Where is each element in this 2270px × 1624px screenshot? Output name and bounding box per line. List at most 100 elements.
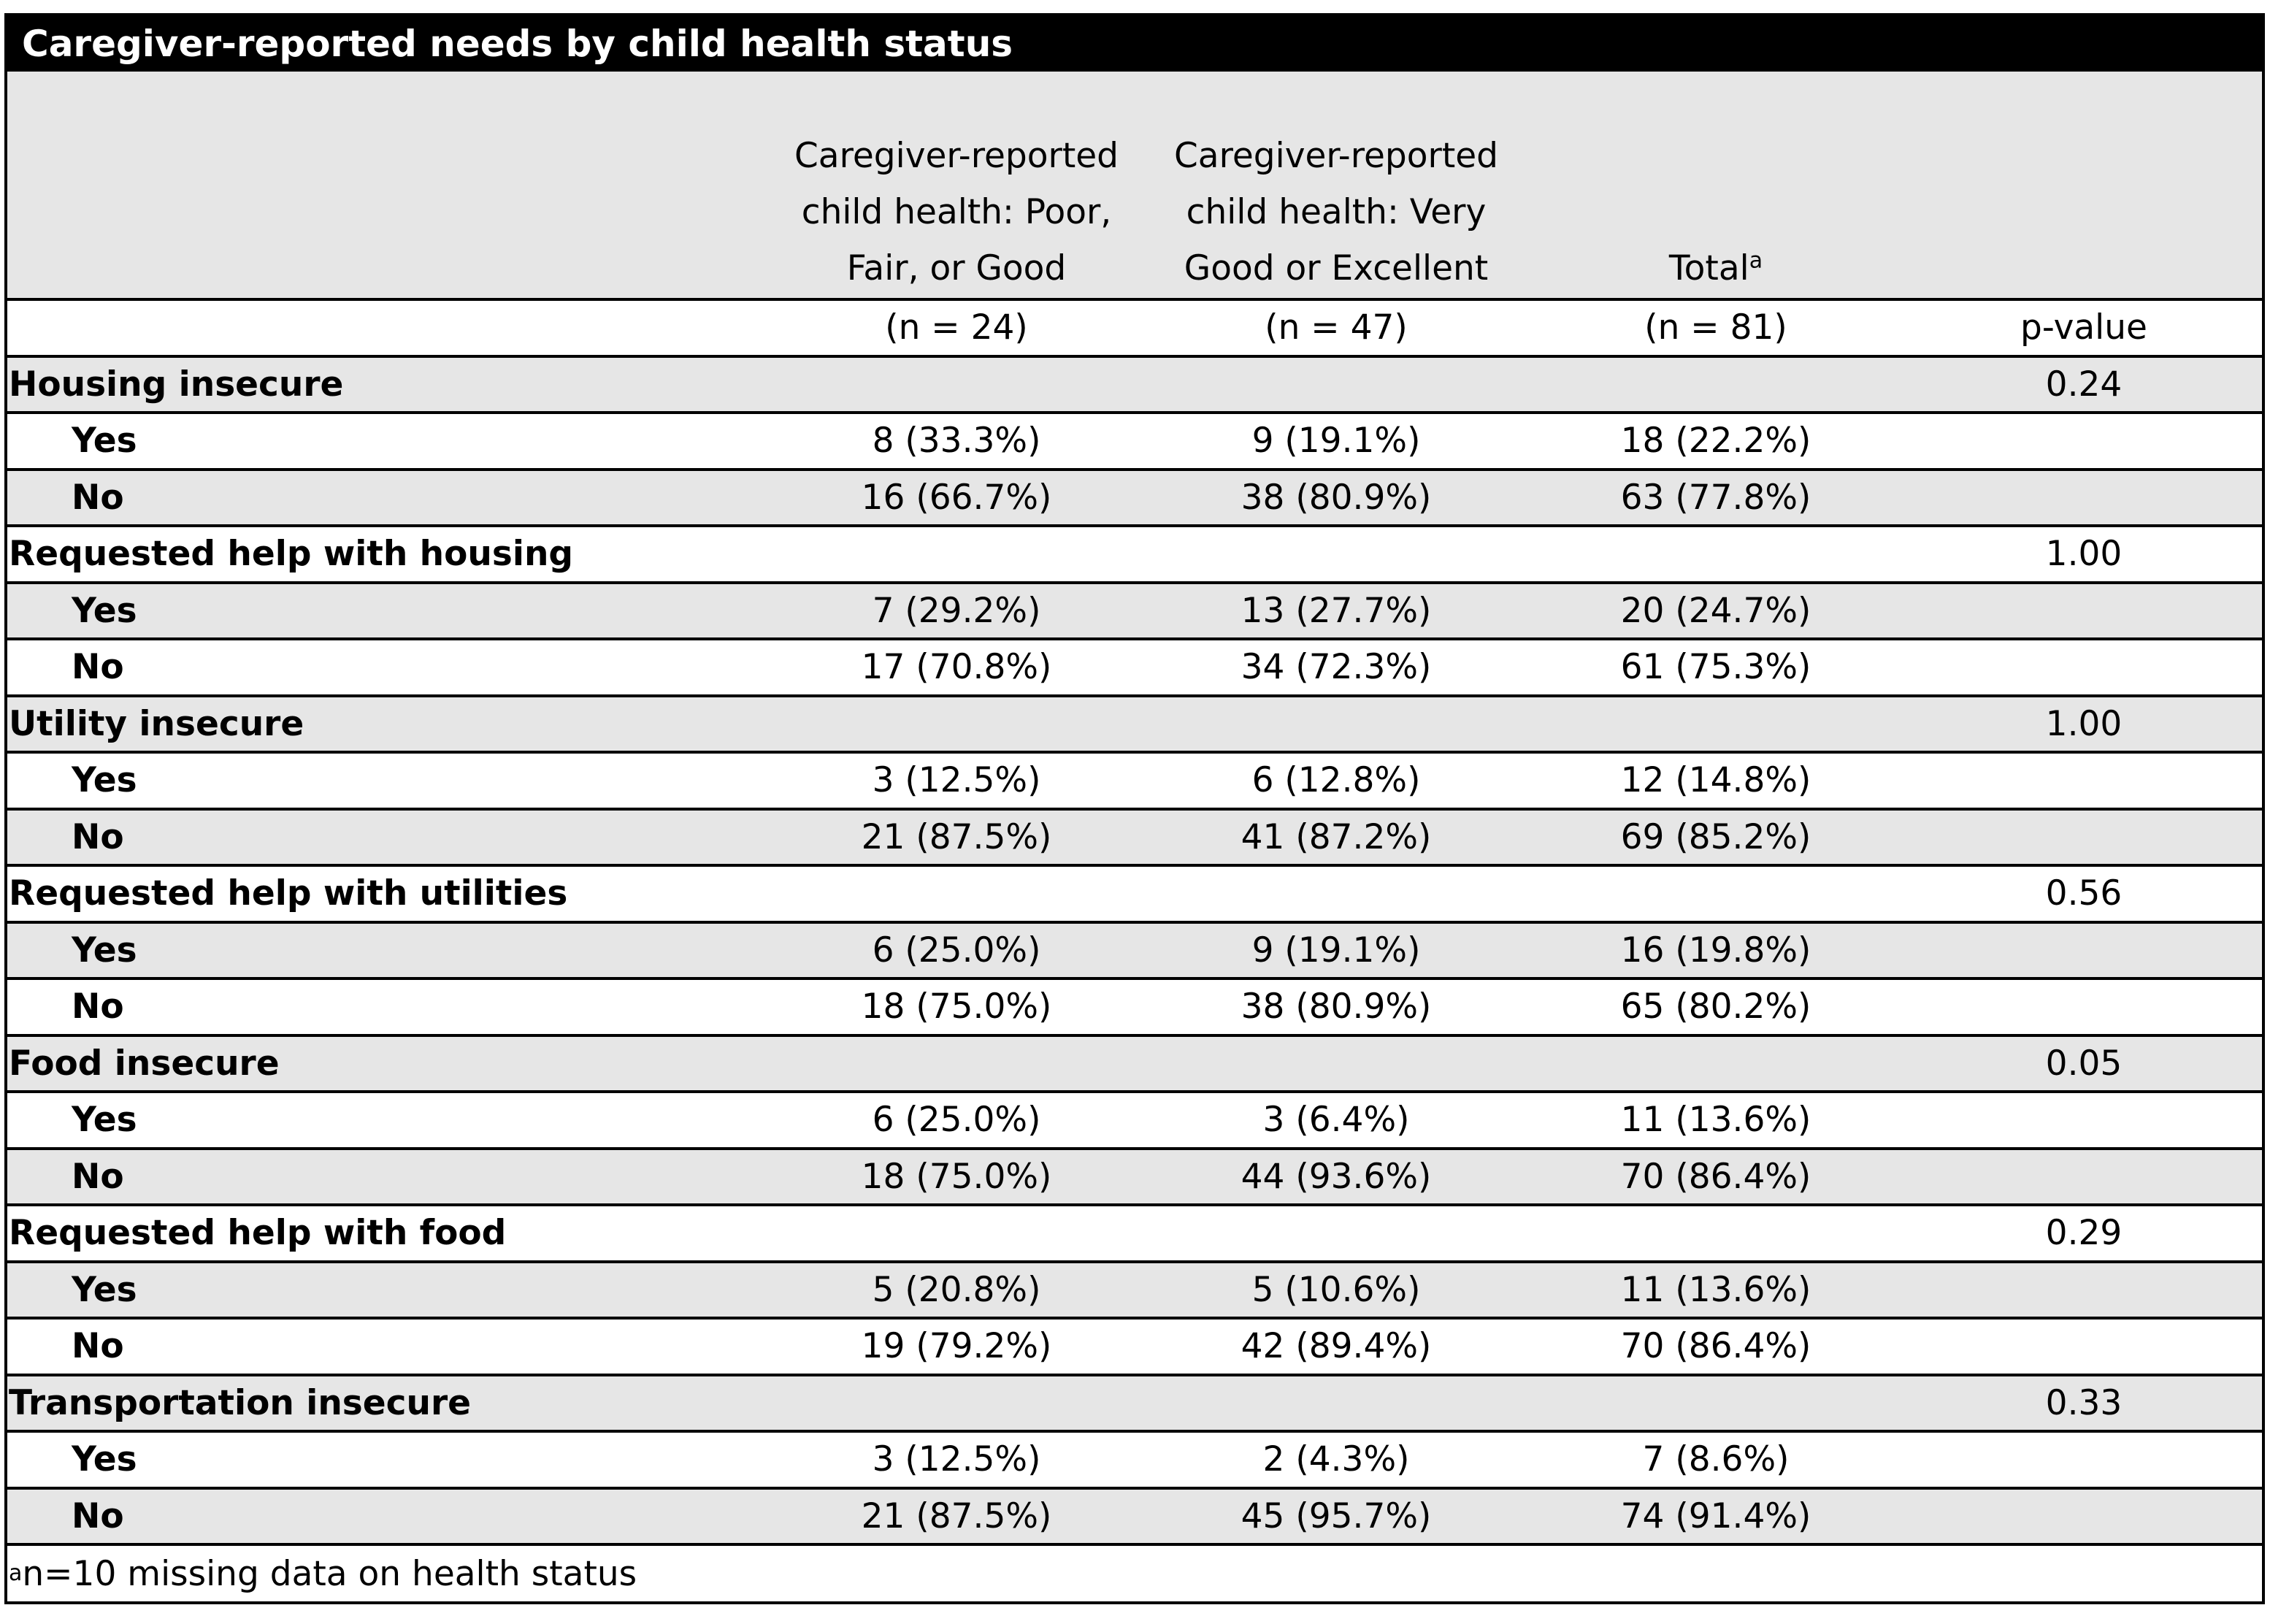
p-value-cell: 1.00 <box>2045 703 2123 744</box>
group-label: Requested help with utilities <box>9 873 568 914</box>
group-label-row: Food insecure 0.05 <box>7 1033 2262 1091</box>
value-total: 20 (24.7%) <box>1620 590 1811 631</box>
table-row-no: No 18 (75.0%) 44 (93.6%) 70 (86.4%) <box>7 1146 2262 1204</box>
header-n-col1: (n = 24) <box>885 307 1028 348</box>
header-col3-superscript: a <box>1749 248 1763 274</box>
empty-cell <box>1906 754 2262 808</box>
header-col-poor-fair-good: Caregiver-reported child health: Poor, F… <box>767 72 1146 298</box>
empty-cell <box>767 1376 1146 1430</box>
p-value-cell: 0.05 <box>2045 1043 2123 1084</box>
value-poor-fair-good: 8 (33.3%) <box>872 421 1041 461</box>
value-total: 16 (19.8%) <box>1620 930 1811 970</box>
group-label: Food insecure <box>9 1043 280 1084</box>
footnote-text: n=10 missing data on health status <box>22 1553 637 1594</box>
header-row: Caregiver-reported child health: Poor, F… <box>7 72 2262 298</box>
table-row-yes: Yes 6 (25.0%) 3 (6.4%) 11 (13.6%) <box>7 1090 2262 1147</box>
row-label-yes: Yes <box>72 1269 137 1310</box>
row-label-no: No <box>72 1156 124 1197</box>
header-col-total: Totala <box>1526 72 1906 298</box>
row-label-yes: Yes <box>72 1439 137 1480</box>
value-very-good-excellent: 34 (72.3%) <box>1241 647 1432 688</box>
empty-cell <box>767 697 1146 751</box>
value-very-good-excellent: 44 (93.6%) <box>1241 1156 1432 1197</box>
p-value-cell: 0.33 <box>2045 1382 2123 1423</box>
value-total: 61 (75.3%) <box>1620 647 1811 688</box>
p-value-cell: 1.00 <box>2045 534 2123 575</box>
empty-cell <box>1146 697 1526 751</box>
row-label-no: No <box>72 477 124 518</box>
empty-cell <box>1906 811 2262 865</box>
p-value-cell: 0.56 <box>2045 873 2123 914</box>
group-label: Transportation insecure <box>9 1382 472 1423</box>
value-total: 7 (8.6%) <box>1642 1439 1790 1480</box>
header-pvalue: p-value <box>2020 307 2147 348</box>
value-poor-fair-good: 3 (12.5%) <box>872 760 1041 801</box>
value-very-good-excellent: 6 (12.8%) <box>1251 760 1421 801</box>
value-very-good-excellent: 41 (87.2%) <box>1241 816 1432 857</box>
row-label-no: No <box>72 647 124 688</box>
value-total: 12 (14.8%) <box>1620 760 1811 801</box>
empty-cell <box>1906 1263 2262 1317</box>
group-label: Utility insecure <box>9 703 304 744</box>
empty-cell <box>1526 527 1906 581</box>
table-row-no: No 21 (87.5%) 41 (87.2%) 69 (85.2%) <box>7 807 2262 865</box>
table-row-yes: Yes 3 (12.5%) 2 (4.3%) 7 (8.6%) <box>7 1430 2262 1487</box>
value-total: 11 (13.6%) <box>1620 1100 1811 1141</box>
value-poor-fair-good: 21 (87.5%) <box>861 1495 1052 1536</box>
empty-cell <box>1526 1376 1906 1430</box>
needs-table: Caregiver-reported needs by child health… <box>4 13 2265 1604</box>
row-label-yes: Yes <box>72 590 137 631</box>
table-row-no: No 19 (79.2%) 42 (89.4%) 70 (86.4%) <box>7 1317 2262 1374</box>
header-n-row: (n = 24) (n = 47) (n = 81) p-value <box>7 298 2262 355</box>
table-row-no: No 16 (66.7%) 38 (80.9%) 63 (77.8%) <box>7 467 2262 525</box>
empty-cell <box>1526 697 1906 751</box>
value-very-good-excellent: 3 (6.4%) <box>1262 1100 1410 1141</box>
value-very-good-excellent: 5 (10.6%) <box>1251 1269 1421 1310</box>
value-very-good-excellent: 42 (89.4%) <box>1241 1326 1432 1367</box>
table-row-yes: Yes 6 (25.0%) 9 (19.1%) 16 (19.8%) <box>7 920 2262 978</box>
table-body: Housing insecure 0.24 Yes 8 (33.3%) 9 (19.1%… <box>7 354 2262 1544</box>
value-total: 11 (13.6%) <box>1620 1269 1811 1310</box>
value-very-good-excellent: 45 (95.7%) <box>1241 1495 1432 1536</box>
value-total: 74 (91.4%) <box>1620 1495 1811 1536</box>
value-total: 70 (86.4%) <box>1620 1326 1811 1367</box>
header-col-very-good-excellent: Caregiver-reported child health: Very Go… <box>1146 72 1526 298</box>
row-label-no: No <box>72 816 124 857</box>
value-very-good-excellent: 38 (80.9%) <box>1241 477 1432 518</box>
table-row-yes: Yes 7 (29.2%) 13 (27.7%) 20 (24.7%) <box>7 581 2262 638</box>
value-very-good-excellent: 9 (19.1%) <box>1251 930 1421 970</box>
empty-cell <box>1526 867 1906 921</box>
empty-cell <box>1906 584 2262 638</box>
table-row-no: No 17 (70.8%) 34 (72.3%) 61 (75.3%) <box>7 637 2262 694</box>
empty-cell <box>1526 358 1906 412</box>
row-label-no: No <box>72 1326 124 1367</box>
empty-cell <box>1906 924 2262 978</box>
header-n-col2: (n = 47) <box>1265 307 1408 348</box>
value-very-good-excellent: 38 (80.9%) <box>1241 987 1432 1027</box>
header-n-empty <box>7 301 767 355</box>
header-n-col3: (n = 81) <box>1644 307 1787 348</box>
empty-cell <box>767 527 1146 581</box>
row-label-yes: Yes <box>72 421 137 461</box>
empty-cell <box>1906 1433 2262 1487</box>
empty-cell <box>1906 414 2262 468</box>
empty-cell <box>767 1037 1146 1091</box>
header-col1-label: Caregiver-reported child health: Poor, F… <box>794 136 1119 288</box>
table-row-no: No 21 (87.5%) 45 (95.7%) 74 (91.4%) <box>7 1486 2262 1544</box>
value-poor-fair-good: 21 (87.5%) <box>861 816 1052 857</box>
value-poor-fair-good: 5 (20.8%) <box>872 1269 1041 1310</box>
value-very-good-excellent: 9 (19.1%) <box>1251 421 1421 461</box>
empty-cell <box>767 867 1146 921</box>
group-label-row: Requested help with food 0.29 <box>7 1203 2262 1260</box>
value-poor-fair-good: 7 (29.2%) <box>872 590 1041 631</box>
empty-cell <box>1906 1490 2262 1544</box>
row-label-yes: Yes <box>72 930 137 970</box>
empty-cell <box>1906 471 2262 525</box>
table-row-yes: Yes 3 (12.5%) 6 (12.8%) 12 (14.8%) <box>7 751 2262 808</box>
value-poor-fair-good: 16 (66.7%) <box>861 477 1052 518</box>
empty-cell <box>1906 1320 2262 1374</box>
empty-cell <box>1146 527 1526 581</box>
value-total: 63 (77.8%) <box>1620 477 1811 518</box>
value-total: 70 (86.4%) <box>1620 1156 1811 1197</box>
empty-cell <box>1906 1150 2262 1204</box>
